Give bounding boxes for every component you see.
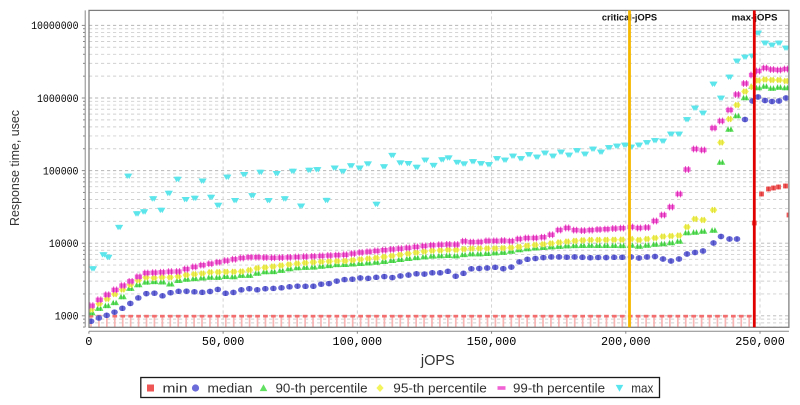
svg-text:100000: 100000 — [43, 166, 79, 178]
svg-text:95-th percentile: 95-th percentile — [393, 380, 487, 395]
svg-text:100,000: 100,000 — [333, 335, 383, 349]
svg-text:max: max — [631, 380, 653, 395]
svg-text:250,000: 250,000 — [735, 335, 785, 349]
svg-text:50,000: 50,000 — [202, 335, 245, 349]
svg-text:0: 0 — [85, 335, 92, 349]
svg-text:200,000: 200,000 — [601, 335, 651, 349]
svg-text:10000000: 10000000 — [31, 21, 78, 33]
svg-text:jOPS: jOPS — [420, 353, 455, 369]
svg-text:99-th percentile: 99-th percentile — [513, 380, 605, 395]
svg-text:1000000: 1000000 — [37, 94, 79, 106]
svg-text:10000: 10000 — [49, 239, 79, 251]
svg-text:150,000: 150,000 — [467, 335, 517, 349]
svg-text:Response time, usec: Response time, usec — [7, 110, 22, 226]
svg-text:median: median — [208, 380, 253, 395]
svg-text:min: min — [163, 380, 188, 395]
svg-text:1000: 1000 — [55, 312, 79, 324]
svg-text:90-th percentile: 90-th percentile — [276, 380, 368, 395]
